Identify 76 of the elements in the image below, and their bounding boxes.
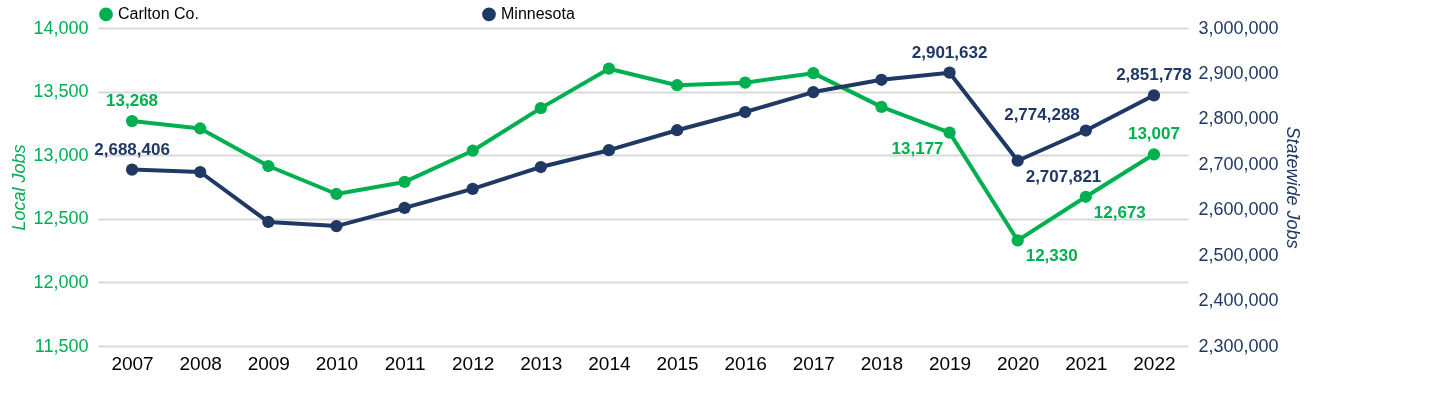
x-tick-label: 2011 <box>384 352 426 374</box>
point <box>194 165 207 179</box>
x-tick-label: 2021 <box>1065 352 1108 374</box>
legend-label: Carlton Co. <box>118 5 199 23</box>
data-label: 12,330 <box>1025 246 1078 266</box>
point <box>807 67 820 80</box>
data-label: 13,177 <box>891 138 944 158</box>
x-tick-label: 2007 <box>111 352 154 374</box>
y2-tick-label: 2,700,000 <box>1198 153 1279 174</box>
y2-tick-label: 2,600,000 <box>1198 199 1279 220</box>
y2-tick-label: 2,800,000 <box>1198 108 1279 129</box>
point <box>1147 148 1161 161</box>
y-tick-label: 11,500 <box>34 335 89 356</box>
point <box>398 175 411 189</box>
point <box>398 201 411 215</box>
point <box>739 105 752 119</box>
data-label: 2,707,821 <box>1025 166 1102 186</box>
point <box>1079 190 1092 203</box>
point <box>875 73 888 86</box>
point <box>670 79 684 92</box>
point <box>670 124 684 137</box>
point <box>1147 89 1161 102</box>
x-tick-label: 2012 <box>452 352 495 374</box>
y-tick-label: 12,500 <box>33 208 89 229</box>
point <box>1079 124 1092 137</box>
y2-tick-label: 2,500,000 <box>1198 244 1279 265</box>
y-tick-label: 14,000 <box>33 17 89 38</box>
y2-axis-title: Statewide Jobs <box>1282 126 1303 249</box>
y2-tick-label: 3,000,000 <box>1198 17 1279 38</box>
point <box>602 144 616 157</box>
data-label: 13,007 <box>1127 124 1180 144</box>
point <box>534 102 547 115</box>
y2-tick-label: 2,300,000 <box>1198 335 1279 356</box>
point <box>125 115 139 128</box>
point <box>262 159 275 173</box>
data-label: 2,688,406 <box>94 139 170 159</box>
x-tick-label: 2018 <box>860 352 904 374</box>
x-tick-label: 2020 <box>997 352 1040 374</box>
point <box>534 160 547 174</box>
data-label: 2,851,778 <box>1116 65 1192 85</box>
x-tick-label: 2019 <box>928 352 972 374</box>
point <box>875 100 888 113</box>
data-label: 2,774,288 <box>1004 104 1080 124</box>
x-tick-label: 2008 <box>179 352 222 374</box>
point <box>466 144 479 157</box>
x-tick-label: 2014 <box>588 352 631 374</box>
x-tick-label: 2022 <box>1133 352 1176 374</box>
point <box>330 219 343 233</box>
point <box>943 126 956 139</box>
data-label: 2,901,632 <box>911 42 988 62</box>
x-tick-label: 2009 <box>247 352 290 374</box>
x-tick-label: 2010 <box>315 352 359 374</box>
point <box>262 215 275 229</box>
point <box>943 66 956 79</box>
point <box>807 85 820 99</box>
legend-label: Minnesota <box>501 5 575 23</box>
y-tick-label: 13,000 <box>33 144 89 165</box>
point <box>602 62 616 75</box>
data-label: 12,673 <box>1093 202 1146 222</box>
y2-tick-label: 2,400,000 <box>1198 290 1279 311</box>
point <box>1011 234 1024 247</box>
point <box>1011 154 1024 167</box>
y-axis-title: Local Jobs <box>9 144 30 231</box>
point <box>330 187 343 201</box>
x-tick-label: 2015 <box>656 352 699 374</box>
data-label: 13,268 <box>106 91 159 111</box>
x-tick-label: 2016 <box>724 352 767 374</box>
x-tick-label: 2013 <box>520 352 563 374</box>
point <box>739 76 752 89</box>
y2-tick-label: 2,900,000 <box>1198 62 1279 83</box>
point <box>125 163 139 176</box>
point <box>194 122 207 135</box>
y-tick-label: 12,000 <box>33 271 89 292</box>
point <box>466 182 479 195</box>
x-tick-label: 2017 <box>792 352 835 374</box>
y-tick-label: 13,500 <box>33 81 89 102</box>
